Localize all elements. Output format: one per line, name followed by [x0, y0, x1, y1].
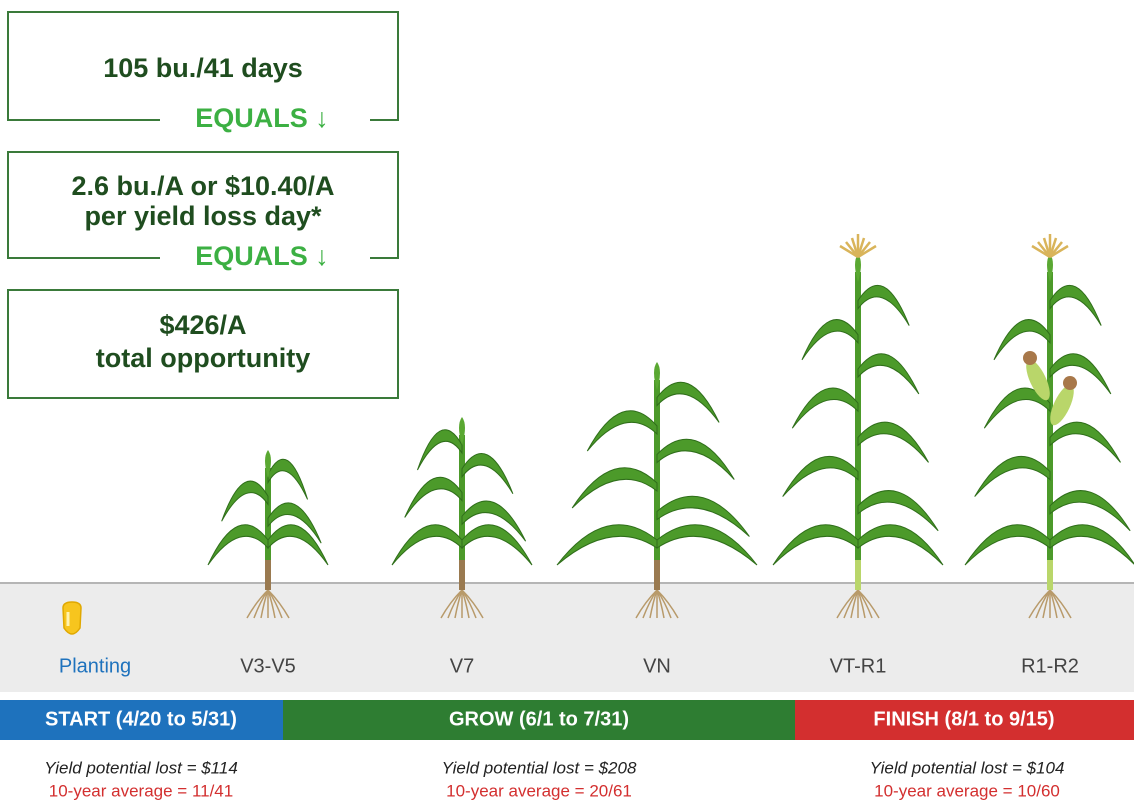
leaf [994, 320, 1050, 360]
leaf [1050, 525, 1134, 565]
leaf [1050, 491, 1130, 531]
leaf [657, 439, 734, 479]
leaf [208, 525, 268, 565]
leaf [783, 456, 858, 496]
leaf [657, 525, 757, 565]
leaf [1050, 354, 1111, 394]
connector: EQUALS ↓ [195, 241, 329, 271]
leaf [462, 525, 532, 565]
leaf [417, 430, 462, 470]
leaf [392, 525, 462, 565]
stage-label: VT-R1 [830, 655, 887, 677]
phase-lost: Yield potential lost = $104 [870, 758, 1065, 777]
leaf [858, 525, 943, 565]
leaf [405, 477, 462, 517]
leaf [792, 388, 858, 428]
box-text: $426/A [159, 310, 246, 340]
silk [1063, 376, 1077, 390]
infographic: 105 bu./41 days EQUALS ↓ 2.6 bu./A or $1… [0, 0, 1134, 804]
silk [1023, 351, 1037, 365]
leaf [268, 459, 308, 499]
leaf [587, 411, 657, 451]
leaf [802, 320, 858, 360]
leaf [1050, 285, 1101, 325]
phase-average: 10-year average = 11/41 [49, 781, 233, 800]
leaf [858, 422, 929, 462]
phase-lost: Yield potential lost = $114 [44, 758, 238, 777]
leaf [773, 525, 858, 565]
stage-label: VN [643, 655, 671, 677]
leaf [975, 456, 1050, 496]
leaf [572, 468, 657, 508]
leaf [858, 354, 919, 394]
box-text: total opportunity [96, 343, 310, 373]
phase-label: GROW (6/1 to 7/31) [449, 708, 629, 730]
seed-icon [63, 602, 81, 634]
leaf [557, 525, 657, 565]
leaf [858, 491, 938, 531]
corn-plant [965, 234, 1134, 618]
connector: EQUALS ↓ [195, 103, 329, 133]
leaf [462, 454, 513, 494]
stage-label: V3-V5 [240, 655, 296, 677]
leaf [1050, 422, 1121, 462]
phase-lost: Yield potential lost = $208 [442, 758, 637, 777]
stage-label: V7 [450, 655, 474, 677]
leaf [268, 525, 328, 565]
phase-label: FINISH (8/1 to 9/15) [873, 708, 1054, 730]
stage-label: R1-R2 [1021, 655, 1079, 677]
box-text: 2.6 bu./A or $10.40/A [71, 171, 334, 201]
stage-label: Planting [59, 655, 131, 677]
phase-label: START (4/20 to 5/31) [45, 708, 237, 730]
leaf [965, 525, 1050, 565]
box-text: per yield loss day* [84, 201, 322, 231]
leaf [858, 285, 909, 325]
corn-plant [773, 234, 943, 618]
corn-plant [557, 362, 757, 618]
phase-average: 10-year average = 10/60 [874, 781, 1060, 800]
leaf [222, 481, 268, 521]
phase-average: 10-year average = 20/61 [446, 781, 632, 800]
box-text: 105 bu./41 days [103, 53, 303, 83]
leaf [657, 382, 719, 422]
ground [0, 582, 1134, 692]
